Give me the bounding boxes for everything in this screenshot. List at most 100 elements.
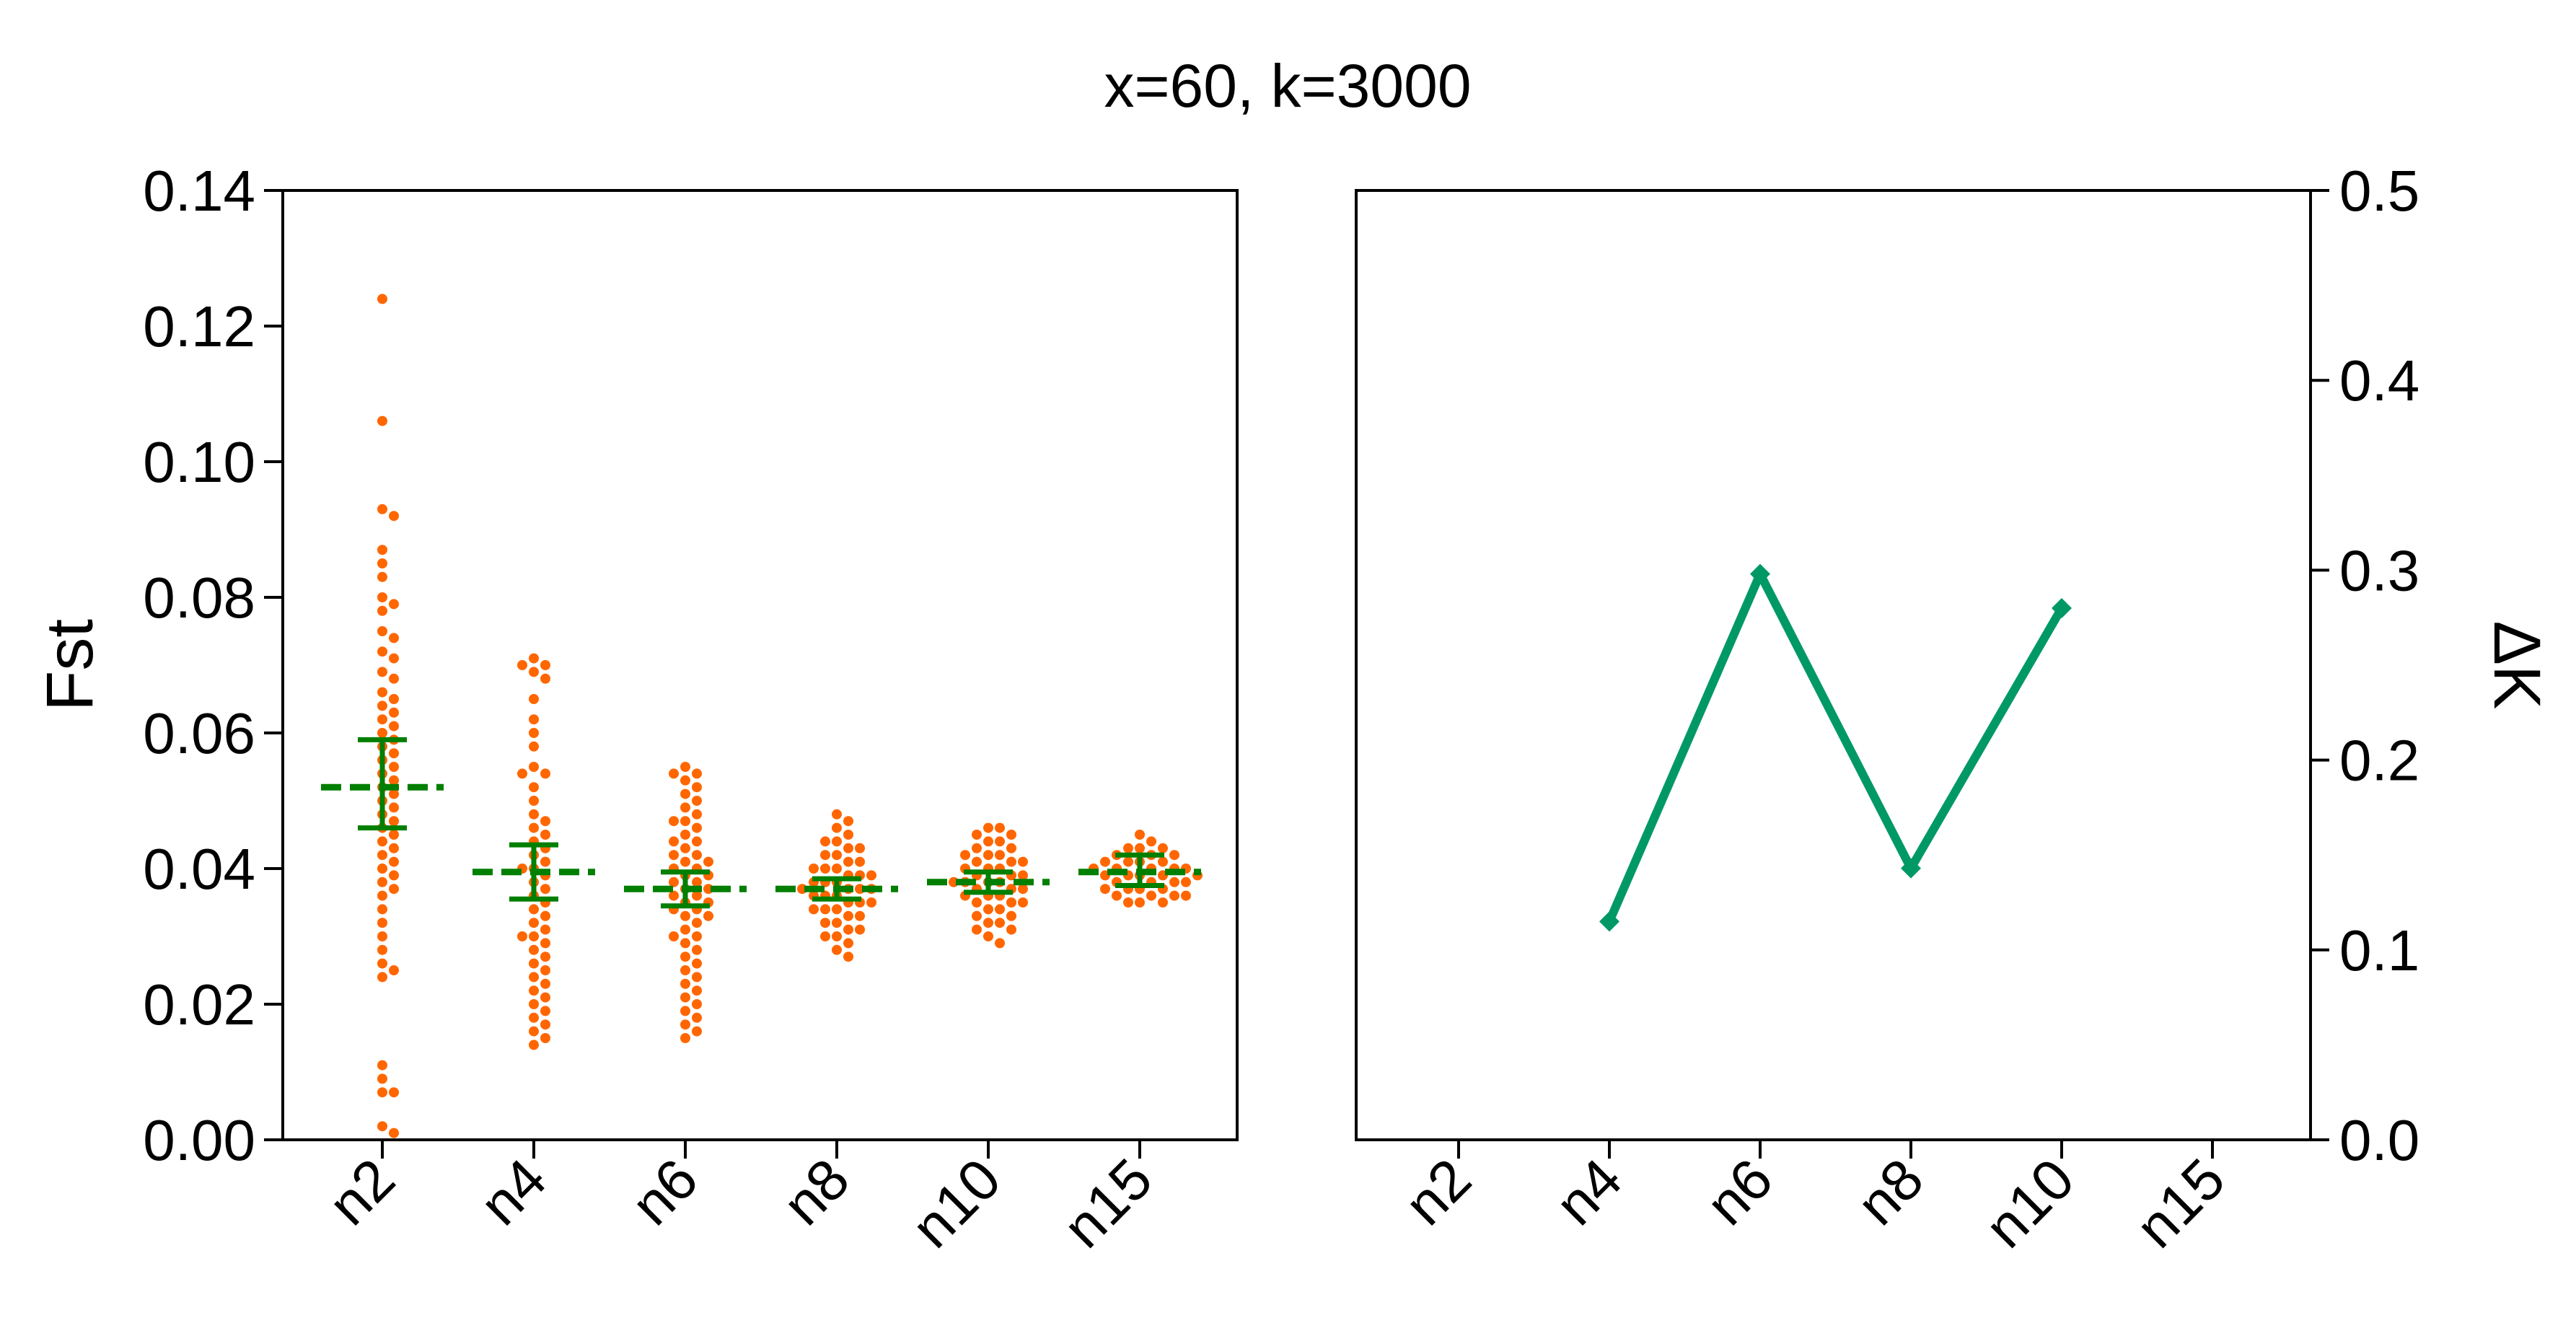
fst-point bbox=[529, 809, 539, 820]
fst-point bbox=[832, 904, 842, 915]
fst-point bbox=[529, 1012, 539, 1023]
fst-point bbox=[972, 924, 982, 935]
fst-point bbox=[1006, 897, 1016, 908]
fst-point bbox=[855, 843, 865, 853]
fst-point bbox=[540, 884, 550, 895]
fst-point bbox=[1146, 836, 1156, 847]
fst-point bbox=[389, 802, 399, 813]
fst-point bbox=[377, 1087, 387, 1098]
fst-point bbox=[377, 836, 387, 847]
fst-point bbox=[669, 931, 679, 941]
fst-point bbox=[692, 809, 702, 820]
fst-point bbox=[855, 910, 865, 921]
fst-point bbox=[377, 904, 387, 915]
fst-point bbox=[529, 958, 539, 969]
fst-point bbox=[669, 850, 679, 861]
fst-point bbox=[377, 931, 387, 941]
right-plot-frame bbox=[1355, 189, 2312, 1141]
fst-point bbox=[703, 856, 713, 867]
fst-point bbox=[692, 836, 702, 847]
fst-point bbox=[1006, 843, 1016, 853]
fst-point bbox=[377, 700, 387, 711]
fst-point bbox=[1006, 856, 1016, 867]
fst-point bbox=[809, 864, 819, 874]
right-x-tick-label: n15 bbox=[2124, 1146, 2237, 1260]
fst-point bbox=[1006, 910, 1016, 921]
fst-point bbox=[377, 646, 387, 657]
delta-k-line bbox=[1605, 563, 2066, 923]
fst-point bbox=[377, 416, 387, 426]
fst-point bbox=[1123, 843, 1133, 853]
fst-point bbox=[529, 1040, 539, 1050]
fst-point bbox=[820, 836, 830, 847]
left-y-tick-label: 0.08 bbox=[143, 566, 255, 630]
fst-point bbox=[377, 571, 387, 582]
fst-point bbox=[855, 924, 865, 935]
fst-point bbox=[995, 904, 1005, 915]
fst-point bbox=[377, 1060, 387, 1071]
fst-point bbox=[1112, 890, 1122, 901]
fst-point bbox=[832, 809, 842, 820]
fst-point bbox=[1100, 856, 1110, 867]
left-x-tick-label: n10 bbox=[900, 1146, 1013, 1260]
fst-point bbox=[1169, 890, 1179, 901]
right-x-tick-label: n4 bbox=[1543, 1146, 1634, 1237]
right-x-tick-label: n10 bbox=[1973, 1146, 2086, 1260]
left-x-tick-label: n8 bbox=[770, 1146, 861, 1237]
fst-point bbox=[692, 782, 702, 793]
right-x-tick-label: n6 bbox=[1694, 1146, 1785, 1237]
fst-point bbox=[1006, 830, 1016, 840]
fst-point bbox=[820, 931, 830, 941]
fst-point bbox=[529, 999, 539, 1009]
fst-point bbox=[692, 877, 702, 887]
fst-point bbox=[1006, 924, 1016, 935]
fst-point bbox=[960, 850, 970, 861]
fst-point bbox=[703, 910, 713, 921]
fst-point bbox=[529, 1026, 539, 1037]
fst-point bbox=[517, 660, 527, 670]
fst-point bbox=[832, 822, 842, 833]
fst-points bbox=[377, 294, 1203, 1138]
fst-point bbox=[377, 864, 387, 874]
fst-point bbox=[692, 796, 702, 806]
fst-point bbox=[843, 938, 853, 949]
fst-point bbox=[389, 633, 399, 643]
fst-point bbox=[692, 972, 702, 983]
fst-point bbox=[529, 931, 539, 941]
fst-point bbox=[692, 985, 702, 996]
fst-point bbox=[1018, 884, 1028, 895]
fst-point bbox=[389, 748, 399, 759]
fst-point bbox=[1123, 897, 1133, 908]
fst-point bbox=[1181, 877, 1191, 887]
fst-point bbox=[540, 910, 550, 921]
fst-point bbox=[540, 924, 550, 935]
fst-point bbox=[669, 836, 679, 847]
left-x-tick-label: n6 bbox=[619, 1146, 710, 1237]
fst-point bbox=[377, 1121, 387, 1132]
fst-point bbox=[389, 856, 399, 867]
left-x-axis: n2 n4 n6 n8 n10 n15 bbox=[316, 1140, 1164, 1260]
left-x-tick-label: n15 bbox=[1051, 1146, 1164, 1260]
fst-point bbox=[866, 870, 876, 881]
left-x-tick-label: n2 bbox=[316, 1146, 407, 1237]
fst-point bbox=[995, 836, 1005, 847]
fst-point bbox=[680, 952, 690, 962]
fst-point bbox=[377, 890, 387, 901]
fst-point bbox=[995, 822, 1005, 833]
fst-point bbox=[995, 938, 1005, 949]
right-y-axis: 0.0 0.1 0.2 0.3 0.4 0.5 bbox=[2311, 159, 2419, 1172]
fst-point bbox=[1135, 843, 1145, 853]
fst-point bbox=[529, 741, 539, 752]
fst-point bbox=[820, 850, 830, 861]
fst-point bbox=[692, 768, 702, 779]
fst-point bbox=[1158, 856, 1168, 867]
fst-point bbox=[377, 918, 387, 928]
fst-point bbox=[377, 944, 387, 955]
fst-point bbox=[540, 1033, 550, 1043]
fst-point bbox=[680, 1019, 690, 1030]
right-x-tick-label: n8 bbox=[1845, 1146, 1935, 1237]
fst-point bbox=[820, 904, 830, 915]
delta-k-line-group bbox=[1599, 563, 2072, 932]
fst-point bbox=[529, 694, 539, 704]
fst-point bbox=[377, 626, 387, 636]
